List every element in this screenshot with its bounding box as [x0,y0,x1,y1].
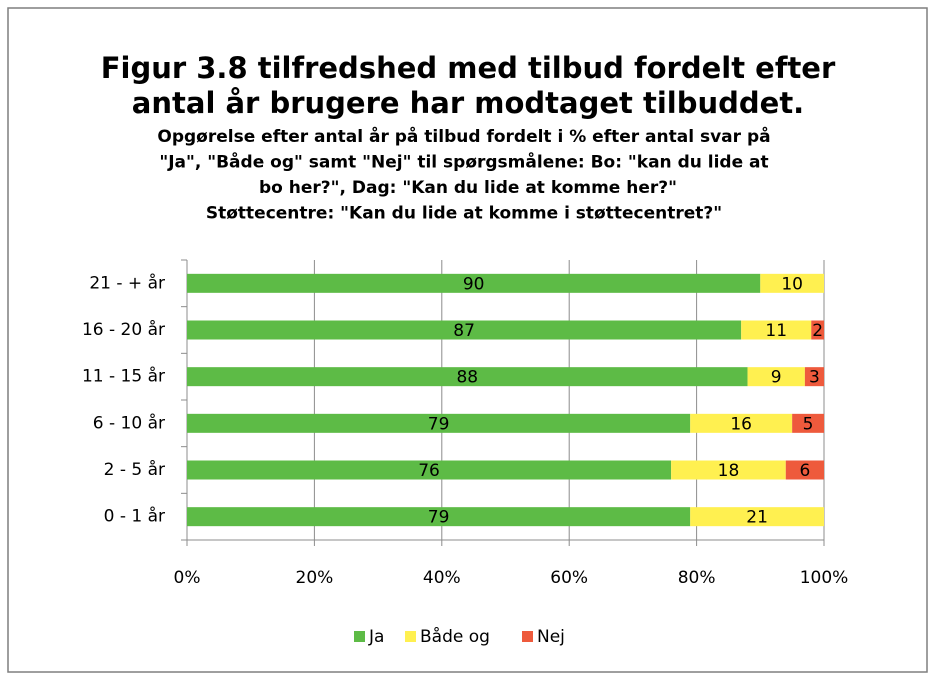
y-tick-label: 11 - 15 år [82,366,165,387]
x-tick-label: 0% [174,568,201,588]
x-tick-label: 80% [678,568,716,588]
y-tick-label: 0 - 1 år [104,506,165,527]
data-label: 90 [463,274,485,294]
chart-frame [7,7,928,673]
y-tick-label: 6 - 10 år [93,412,165,433]
data-label: 3 [809,368,820,388]
legend-swatch [522,631,533,642]
bar-segment [187,273,761,293]
chart-subtitle: Støttecentre: "Kan du lide at komme i st… [206,204,722,224]
bar-segment [690,413,793,433]
chart-subtitle: Opgørelse efter antal år på tilbud forde… [157,125,770,147]
legend-label: Nej [537,627,565,647]
data-label: 87 [453,321,475,341]
x-tick-label: 60% [550,568,588,588]
bar-segment [187,460,672,480]
data-label: 5 [803,414,814,434]
data-label: 21 [746,508,768,528]
data-label: 79 [428,414,450,434]
bar-segment [792,413,824,433]
x-tick-label: 100% [800,568,849,588]
bar-segment [811,320,824,340]
bar-segment [690,507,824,527]
bar-segment [760,273,824,293]
y-tick-label: 21 - + år [89,272,165,293]
legend-swatch [405,631,416,642]
data-label: 10 [781,274,803,294]
x-tick-label: 40% [423,568,461,588]
bar-segment [741,320,812,340]
legend-label: Ja [368,627,384,647]
data-label: 76 [418,461,440,481]
data-label: 18 [718,461,740,481]
legend-swatch [354,631,365,642]
data-label: 9 [771,368,782,388]
bar-segment [785,460,824,480]
data-label: 2 [812,321,823,341]
data-label: 16 [730,414,752,434]
bar-segment [671,460,786,480]
data-label: 88 [456,368,478,388]
y-tick-label: 16 - 20 år [82,319,165,340]
bar-segment [187,413,691,433]
bar-segment [804,367,824,387]
data-label: 6 [799,461,810,481]
chart-subtitle: "Ja", "Både og" samt "Nej" til spørgsmål… [159,151,768,173]
bar-segment [187,367,748,387]
x-tick-label: 20% [296,568,334,588]
data-label: 11 [765,321,787,341]
bar-segment [187,320,742,340]
data-label: 79 [428,508,450,528]
bar-segment [747,367,805,387]
chart-title: antal år brugere har modtaget tilbuddet. [132,86,804,120]
chart-subtitle: bo her?", Dag: "Kan du lide at komme her… [259,178,677,198]
y-tick-label: 2 - 5 år [104,459,165,480]
chart-title: Figur 3.8 tilfredshed med tilbud fordelt… [101,51,836,85]
legend-label: Både og [420,626,490,647]
bar-segment [187,507,691,527]
